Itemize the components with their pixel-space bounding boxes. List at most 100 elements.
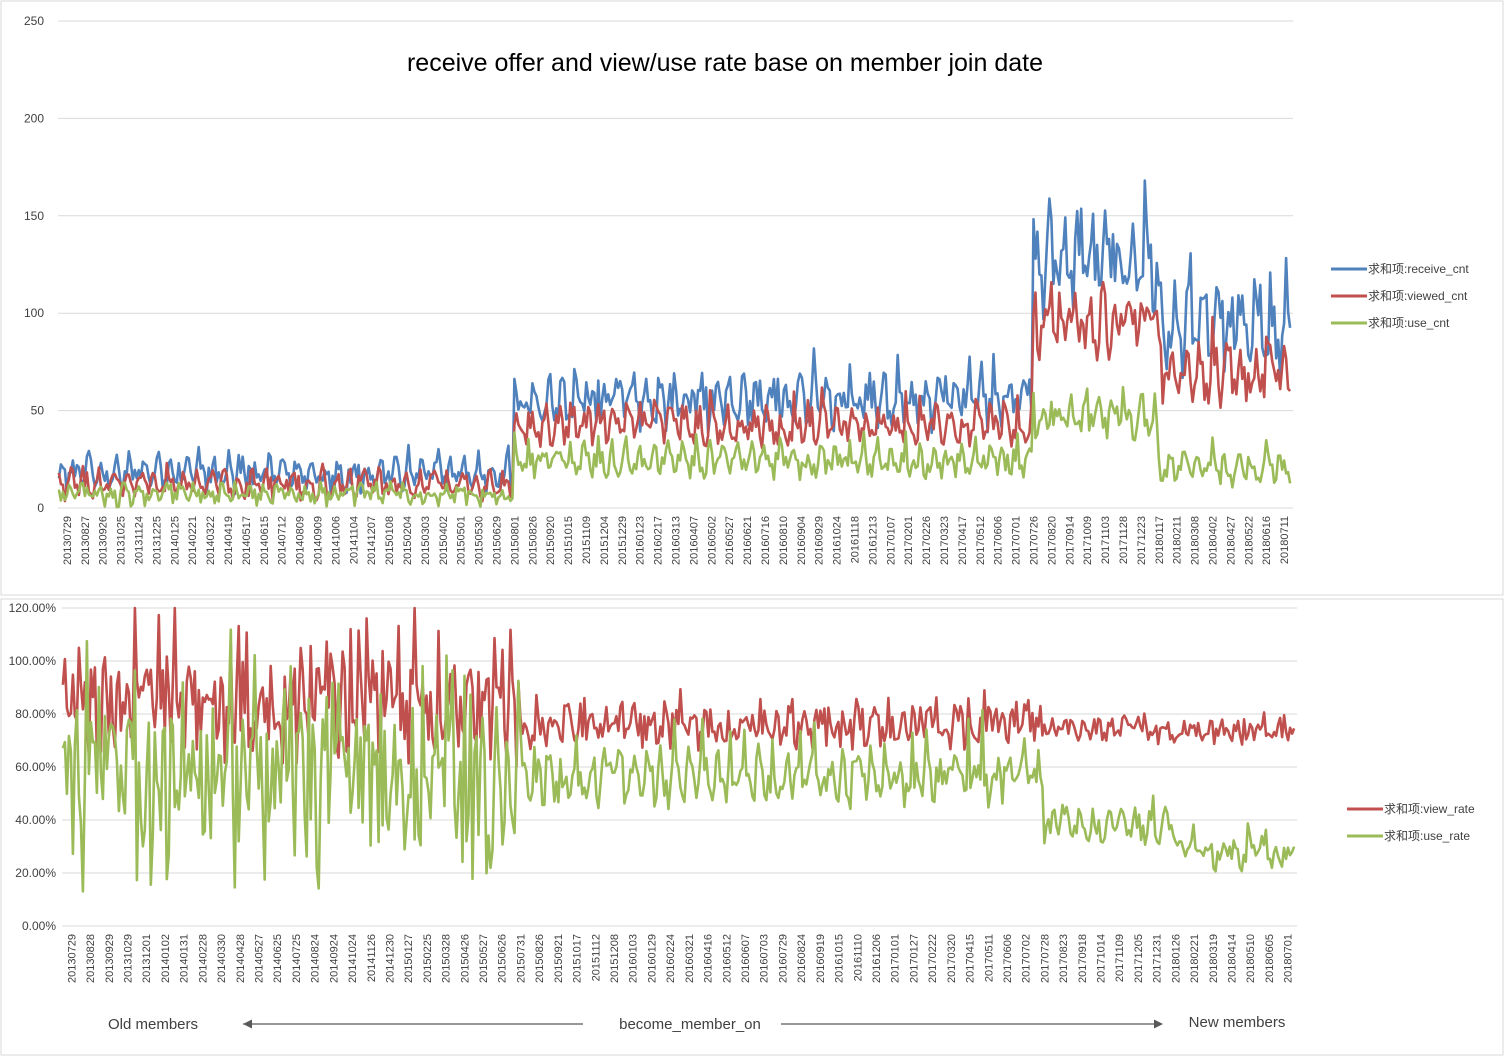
top-chart-x-tick-label: 20150204 (402, 516, 414, 565)
top-chart-x-tick-label: 20180402 (1207, 516, 1219, 565)
bottom-chart-x-tick-label: 20140228 (197, 934, 209, 983)
top-chart-x-tick-label: 20170820 (1046, 516, 1058, 565)
top-chart-x-tick-label: 20170914 (1064, 516, 1076, 565)
bottom-chart-x-tick-label: 20131029 (122, 934, 134, 983)
top-chart-x-tick-label: 20160904 (796, 516, 808, 565)
bottom-chart-x-tick-label: 20140330 (216, 934, 228, 983)
bottom-chart-x-tick-label: 20130929 (104, 934, 116, 983)
bottom-chart-x-tick-label: 20180414 (1227, 934, 1239, 983)
top-chart-x-tick-label: 20170726 (1028, 516, 1040, 565)
top-chart-x-tick-label: 20180711 (1279, 516, 1291, 564)
bottom-chart-x-tick-label: 20150626 (497, 934, 509, 983)
top-chart-x-tick-label: 20161213 (867, 516, 879, 565)
top-chart-x-tick-label: 20180308 (1190, 516, 1202, 565)
bottom-chart-x-tick-label: 20180701 (1283, 934, 1295, 983)
bottom-chart-x-tick-label: 20160321 (684, 934, 696, 983)
top-chart-y-tick-label: 50 (31, 404, 45, 418)
bottom-chart-x-tick-label: 20151208 (609, 934, 621, 983)
top-chart-y-ticks: 0 50 100 150 200 250 (24, 14, 44, 515)
direction-arrow-left (243, 1019, 583, 1029)
top-chart-legend-label: 求和项:use_cnt (1368, 316, 1450, 330)
bottom-chart-y-tick-label: 80.00% (15, 707, 56, 721)
top-chart-x-tick-label: 20161118 (849, 516, 861, 563)
top-chart-x-tick-label: 20150530 (474, 516, 486, 565)
top-chart-x-tick-label: 20160407 (688, 516, 700, 565)
top-chart-x-tick-label: 20140221 (187, 516, 199, 565)
top-chart-x-tick-label: 20160716 (760, 516, 772, 565)
bottom-chart-x-tick-label: 20130729 (66, 934, 78, 983)
bottom-chart-x-tick-label: 20160416 (703, 934, 715, 983)
top-chart-x-tick-label: 20150402 (438, 516, 450, 565)
bottom-chart-y-ticks: 0.00% 20.00% 40.00% 60.00% 80.00% 100.00% 120.… (9, 601, 57, 933)
top-chart-x-tick-label: 20171223 (1136, 516, 1148, 565)
bottom-chart-x-tick-label: 20160607 (740, 934, 752, 983)
bottom-chart-y-tick-label: 40.00% (15, 813, 56, 827)
top-chart-x-tick-label: 20171103 (1100, 516, 1112, 564)
top-chart-x-tick-label: 20141006 (330, 516, 342, 565)
bottom-chart-series (61, 606, 1296, 893)
bottom-chart-y-tick-label: 120.00% (9, 601, 57, 615)
top-chart-x-ticks: 20130729 20130827 20130926 20131025 20131124… (62, 516, 1291, 565)
top-chart-x-tick-label: 20160527 (724, 516, 736, 565)
top-chart-series-line-2 (57, 385, 1292, 509)
bottom-chart-x-tick-label: 20150731 (515, 934, 527, 983)
bottom-chart-x-tick-label: 20140725 (291, 934, 303, 983)
top-chart-x-tick-label: 20170201 (903, 516, 915, 565)
bottom-chart-x-tick-label: 20171109 (1114, 934, 1126, 982)
bottom-chart-x-tick-label: 20140131 (179, 934, 191, 983)
top-chart-x-tick-label: 20140322 (205, 516, 217, 565)
top-chart-x-tick-label: 20170417 (957, 516, 969, 565)
top-chart-x-tick-label: 20160123 (635, 516, 647, 565)
bottom-chart-legend-label: 求和项:view_rate (1384, 802, 1475, 816)
top-chart-x-tick-label: 20170107 (885, 516, 897, 565)
top-chart-frame (0, 0, 1504, 596)
bottom-chart-x-tick-label: 20150826 (534, 934, 546, 983)
top-chart-x-tick-label: 20130926 (98, 516, 110, 565)
bottom-chart-x-tick-label: 20161110 (852, 934, 864, 981)
top-chart-series-line-0 (57, 179, 1292, 496)
top-chart-x-tick-label: 20180211 (1172, 516, 1184, 564)
bottom-chart-x-tick-label: 20150225 (422, 934, 434, 983)
top-chart-x-tick-label: 20151015 (563, 516, 575, 565)
bottom-chart-x-tick-label: 20140102 (160, 934, 172, 983)
top-chart-x-tick-label: 20170226 (921, 516, 933, 565)
top-chart-x-tick-label: 20160621 (742, 516, 754, 565)
bottom-chart-x-tick-label: 20180510 (1245, 934, 1257, 983)
bottom-chart-x-tick-label: 20171231 (1152, 934, 1164, 983)
top-chart-x-tick-label: 20170606 (993, 516, 1005, 565)
top-chart-legend-label: 求和项:receive_cnt (1368, 262, 1469, 276)
top-chart-x-tick-label: 20130729 (62, 516, 74, 565)
top-chart-title: receive offer and view/use rate base on … (407, 49, 1043, 77)
top-chart-x-tick-label: 20160810 (778, 516, 790, 565)
top-chart-x-tick-label: 20150801 (509, 516, 521, 565)
top-chart-x-tick-label: 20160502 (706, 516, 718, 565)
top-chart-x-tick-label: 20180522 (1243, 516, 1255, 565)
bottom-chart-x-tick-label: 20170606 (1002, 934, 1014, 983)
bottom-chart-x-tick-label: 20170320 (946, 934, 958, 983)
top-chart-x-tick-label: 20150826 (527, 516, 539, 565)
bottom-chart-y-tick-label: 100.00% (9, 654, 57, 668)
bottom-chart-legend-label: 求和项:use_rate (1384, 829, 1470, 843)
bottom-chart-x-tick-label: 20171014 (1096, 934, 1108, 983)
bottom-chart-x-tick-label: 20160824 (796, 934, 808, 983)
top-chart-x-tick-label: 20170701 (1011, 516, 1023, 565)
top-chart-x-tick-label: 20151204 (599, 516, 611, 565)
top-chart-x-tick-label: 20171128 (1118, 516, 1130, 564)
top-chart-x-tick-label: 20140125 (169, 516, 181, 565)
bottom-chart: 0.00% 20.00% 40.00% 60.00% 80.00% 100.00% 120.… (0, 598, 1504, 1056)
top-chart-x-tick-label: 20141104 (348, 516, 360, 564)
bottom-chart-x-ticks: 20130729 20130828 20130929 20131029 20131201… (66, 934, 1294, 983)
bottom-chart-x-tick-label: 20140527 (253, 934, 265, 983)
bottom-chart-x-tick-label: 20170222 (927, 934, 939, 983)
top-chart-x-tick-label: 20140615 (259, 516, 271, 565)
top-chart-x-tick-label: 20160217 (653, 516, 665, 565)
bottom-chart-x-tick-label: 20141230 (384, 934, 396, 983)
bottom-chart-x-tick-label: 20161015 (834, 934, 846, 983)
bottom-chart-series-line-1 (61, 628, 1296, 893)
bottom-chart-x-tick-label: 20170511 (983, 934, 995, 982)
bottom-chart-x-tick-label: 20160512 (721, 934, 733, 983)
top-chart-legend-label: 求和项:viewed_cnt (1368, 289, 1468, 303)
bottom-chart-x-tick-label: 20170702 (1021, 934, 1033, 983)
top-chart-x-tick-label: 20150920 (545, 516, 557, 565)
top-chart-x-tick-label: 20180117 (1154, 516, 1166, 564)
